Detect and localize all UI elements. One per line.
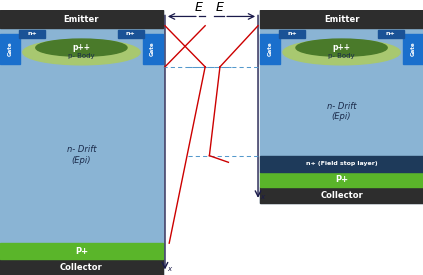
Text: Gate: Gate — [8, 42, 13, 56]
Text: p++: p++ — [72, 43, 91, 52]
Bar — [0, 259, 163, 275]
Text: Gate: Gate — [410, 42, 415, 56]
Text: p++: p++ — [332, 43, 351, 52]
Text: Gate: Gate — [150, 42, 155, 56]
Bar — [260, 156, 423, 172]
Bar — [403, 34, 423, 64]
Bar — [279, 30, 305, 38]
Text: $E$: $E$ — [215, 1, 225, 14]
Text: Collector: Collector — [60, 263, 103, 271]
Text: p- Body: p- Body — [68, 53, 95, 59]
Ellipse shape — [23, 40, 140, 65]
Text: n+: n+ — [287, 31, 297, 37]
Bar — [260, 10, 423, 204]
Text: $x$: $x$ — [260, 193, 266, 201]
Text: n+: n+ — [27, 31, 37, 37]
Text: $x$: $x$ — [167, 265, 173, 273]
Bar — [118, 30, 144, 38]
Bar — [260, 188, 423, 204]
Text: P+: P+ — [335, 175, 348, 184]
Bar — [0, 10, 163, 275]
Text: $E$: $E$ — [194, 1, 204, 14]
Text: Emitter: Emitter — [64, 15, 99, 24]
Bar — [260, 34, 280, 64]
Text: Emitter: Emitter — [324, 15, 359, 24]
Text: Collector: Collector — [320, 191, 363, 200]
Bar — [0, 34, 20, 64]
Bar — [0, 10, 163, 28]
Text: n+: n+ — [386, 31, 396, 37]
Text: n+: n+ — [126, 31, 136, 37]
Text: n- Drift
(Epi): n- Drift (Epi) — [67, 145, 96, 165]
Text: n+ (Field stop layer): n+ (Field stop layer) — [306, 161, 377, 166]
Ellipse shape — [36, 39, 127, 56]
Text: P+: P+ — [75, 247, 88, 256]
Ellipse shape — [296, 39, 387, 56]
Text: n- Drift
(Epi): n- Drift (Epi) — [327, 101, 356, 121]
Bar — [260, 172, 423, 188]
Ellipse shape — [283, 40, 400, 65]
Bar — [260, 10, 423, 28]
Bar — [378, 30, 404, 38]
Text: Gate: Gate — [268, 42, 273, 56]
Bar — [19, 30, 45, 38]
Bar — [143, 34, 163, 64]
Text: p- Body: p- Body — [328, 53, 355, 59]
Bar — [0, 243, 163, 259]
